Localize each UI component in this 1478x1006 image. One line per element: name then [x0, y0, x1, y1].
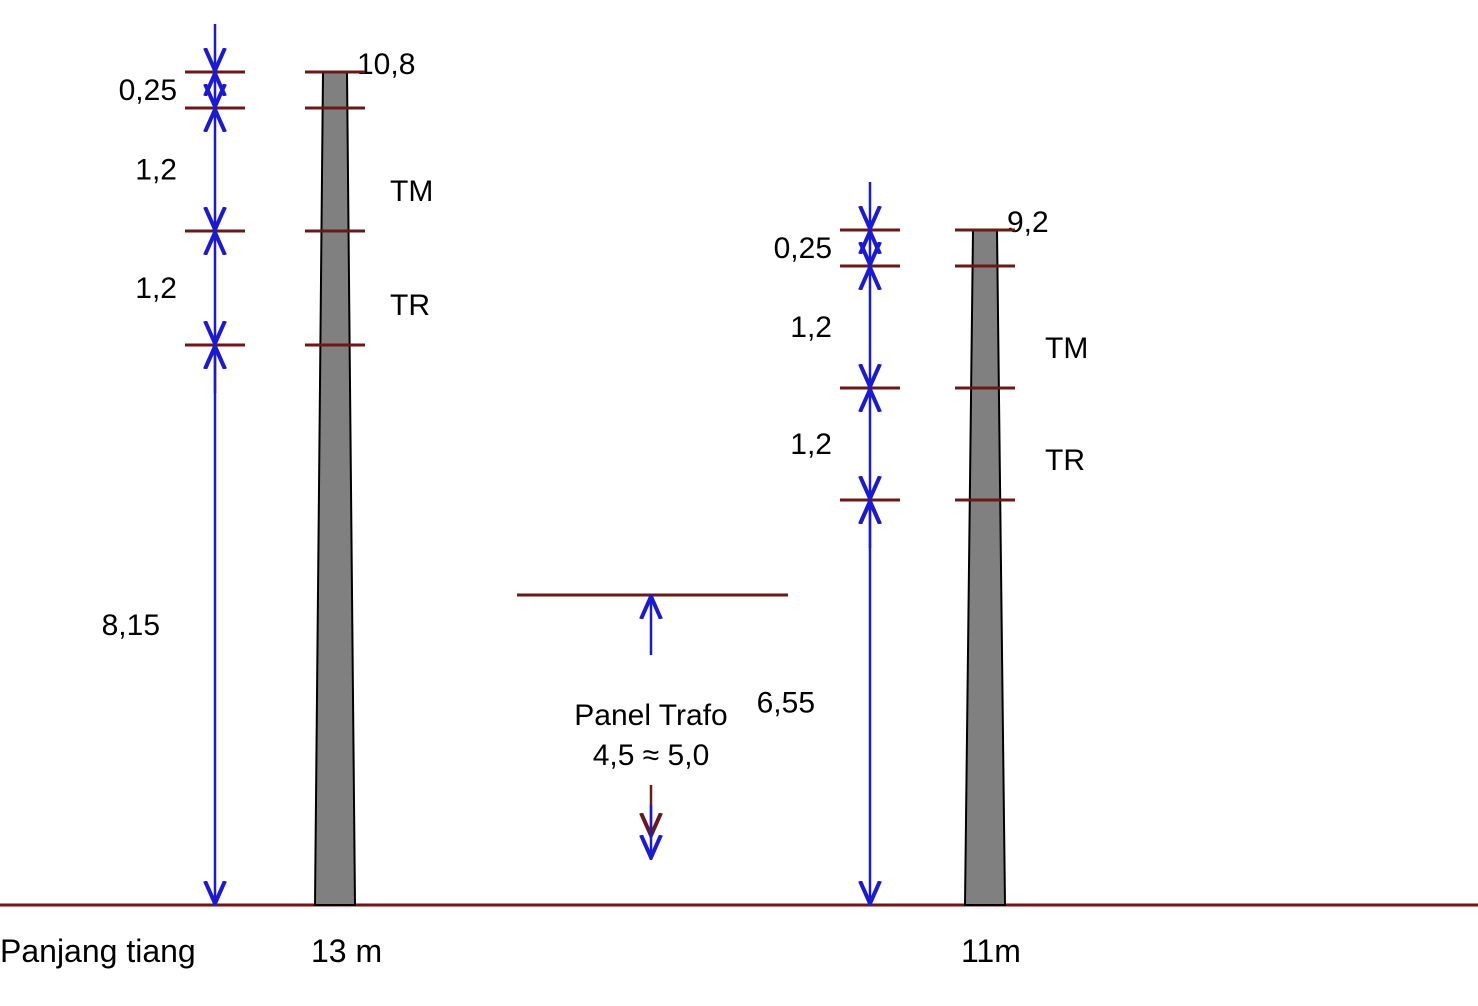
right-length-label: 11m	[961, 933, 1021, 969]
panel-label-1: Panel Trafo	[574, 699, 727, 732]
right-dim-label-s1: 0,25	[774, 232, 832, 265]
bottom-caption: Panjang tiang	[0, 933, 196, 969]
right-pole	[965, 230, 1005, 905]
pole-diagram: 10,8 0,25 1,2 1,2 8,15 TM TR 13 m 9,2 0,25 1,2 1,2 6…	[0, 0, 1478, 1006]
right-label-tm: TM	[1045, 332, 1088, 365]
right-dim-label-s3: 1,2	[790, 428, 832, 461]
left-dim-label-s1: 0,25	[119, 74, 177, 107]
left-pole	[315, 72, 355, 905]
right-height-label: 9,2	[1007, 206, 1049, 239]
left-dim-label-s2: 1,2	[135, 154, 177, 187]
left-label-tr: TR	[390, 289, 430, 322]
left-height-label: 10,8	[357, 48, 415, 81]
right-label-tr: TR	[1045, 444, 1085, 477]
left-label-tm: TM	[390, 175, 433, 208]
left-length-label: 13 m	[311, 933, 382, 969]
left-dim-label-s3: 1,2	[135, 272, 177, 305]
left-dim-label-main: 8,15	[102, 609, 160, 642]
right-dim-label-s2: 1,2	[790, 311, 832, 344]
panel-label-2: 4,5 ≈ 5,0	[593, 739, 710, 772]
right-dim-label-main: 6,55	[757, 687, 815, 720]
